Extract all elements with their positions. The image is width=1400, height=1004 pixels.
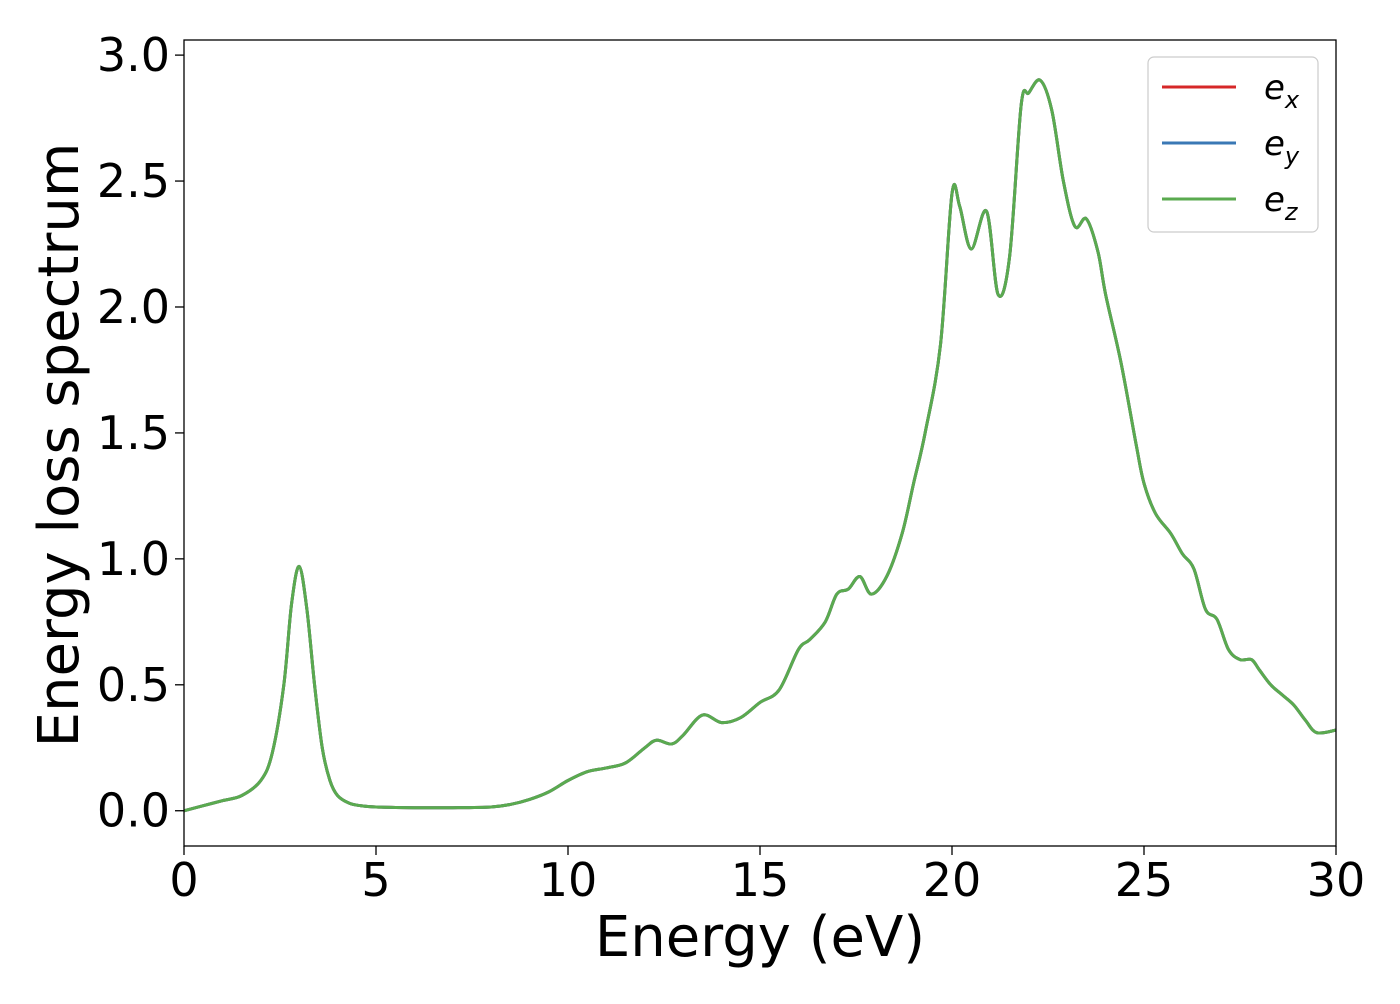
x-tick-label: 25 [1115,853,1174,907]
x-tick-label: 5 [361,853,390,907]
legend-label-3: ez [1264,180,1299,226]
legend-label-1: ex [1264,68,1300,114]
y-tick-label: 1.0 [97,532,170,586]
y-axis-label: Energy loss spectrum [27,143,92,748]
y-tick-label: 2.0 [97,280,170,334]
ticks-layer: 0 5 10 15 20 25 30 0.0 0.5 1.0 1.5 2.0 2.5 3.0 [97,28,1365,907]
x-tick-label: 0 [169,853,198,907]
legend: ex ey ez [1147,56,1319,233]
series-line-3 [184,78,1336,813]
legend-label-2: ey [1264,124,1300,170]
x-tick-label: 20 [923,853,982,907]
x-tick-label: 30 [1307,853,1366,907]
series-layer [184,78,1336,813]
x-tick-label: 10 [539,853,598,907]
x-tick-label: 15 [731,853,790,907]
x-axis-label: Energy (eV) [595,905,925,970]
y-tick-label: 0.0 [97,784,170,838]
y-tick-label: 1.5 [97,406,170,460]
y-tick-label: 0.5 [97,658,170,712]
y-tick-label: 2.5 [97,154,170,208]
y-tick-label: 3.0 [97,28,170,82]
